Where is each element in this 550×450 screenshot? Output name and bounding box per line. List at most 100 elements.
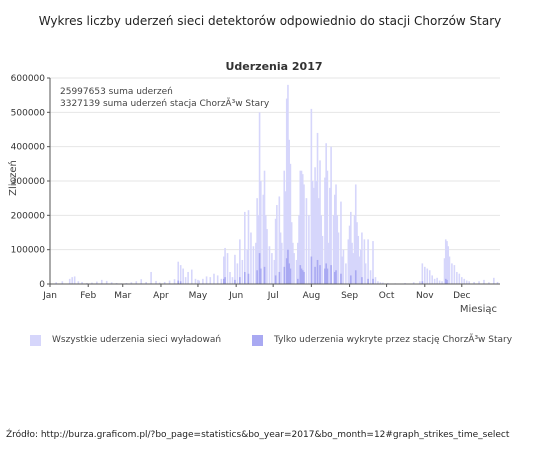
bar-all-strikes — [216, 275, 219, 284]
bar-all-strikes — [271, 253, 273, 284]
bar-station-strikes — [287, 249, 289, 284]
bar-all-strikes — [451, 263, 453, 284]
page-title: Wykres liczby uderzeń sieci detektorów o… — [38, 14, 502, 28]
bar-all-strikes — [330, 146, 332, 284]
bar-all-strikes — [184, 277, 187, 284]
bar-all-strikes — [431, 275, 433, 284]
bar-station-strikes — [361, 277, 363, 284]
bar-all-strikes — [236, 263, 239, 284]
bar-all-strikes — [77, 281, 80, 284]
bar-station-strikes — [285, 258, 288, 284]
bar-all-strikes — [145, 281, 147, 284]
bar-station-strikes — [243, 271, 246, 284]
bar-all-strikes — [341, 256, 343, 284]
bar-station-strikes — [297, 278, 299, 284]
bar-all-strikes — [279, 232, 282, 284]
bar-all-strikes — [255, 242, 257, 284]
bar-all-strikes — [348, 225, 351, 284]
x-tick-label: May — [189, 291, 208, 301]
bar-all-strikes — [96, 281, 98, 284]
bar-all-strikes — [311, 181, 314, 284]
bar-all-strikes — [308, 215, 310, 284]
bar-all-strikes — [325, 143, 327, 284]
bar-all-strikes — [327, 242, 330, 284]
x-tick-label: Jul — [267, 291, 279, 301]
x-axis-label: Miesiąc — [460, 304, 497, 315]
bar-all-strikes — [202, 278, 204, 284]
bar-all-strikes — [68, 278, 71, 284]
y-tick-label: 200000 — [11, 211, 46, 221]
bar-station-strikes — [263, 266, 266, 284]
bar-all-strikes — [336, 215, 339, 284]
bar-station-strikes — [314, 266, 316, 284]
x-axis-ticks: Jan Feb Mar Apr May Jun Jul Aug Sep Oct Nov Dec — [42, 284, 471, 301]
bar-all-strikes — [276, 205, 278, 284]
bar-all-strikes — [198, 280, 200, 284]
bar-all-strikes — [359, 249, 362, 284]
bar-station-strikes — [372, 278, 374, 284]
bar-all-strikes — [345, 263, 347, 284]
x-tick-label: Aug — [303, 291, 321, 301]
x-tick-label: Oct — [379, 291, 395, 301]
bar-all-strikes — [194, 278, 197, 284]
bar-all-strikes — [241, 259, 244, 284]
bar-all-strikes — [179, 265, 182, 284]
bar-all-strikes — [463, 278, 466, 284]
bar-all-strikes — [61, 281, 64, 284]
bar-all-strikes — [333, 194, 336, 284]
bar-all-strikes — [289, 163, 292, 284]
x-tick-label: Apr — [153, 291, 169, 301]
bar-all-strikes — [55, 282, 57, 284]
y-tick-label: 0 — [39, 280, 45, 290]
bar-all-strikes — [456, 271, 458, 284]
bar-station-strikes — [289, 268, 292, 284]
annotation-total: 25997653 suma uderzeń — [60, 87, 173, 97]
chart: Uderzenia 2017 0 100000 200000 300000 400000… — [7, 60, 500, 315]
y-tick-label: 500000 — [11, 108, 46, 118]
series-station-strikes — [177, 249, 448, 284]
bar-all-strikes — [226, 253, 229, 284]
bar-station-strikes — [258, 253, 261, 284]
bar-all-strikes — [321, 235, 324, 284]
bar-all-strikes — [352, 253, 355, 284]
bar-all-strikes — [361, 232, 363, 284]
bar-all-strikes — [374, 277, 377, 284]
y-tick-label: 600000 — [11, 74, 46, 84]
bar-all-strikes — [135, 281, 138, 284]
bar-station-strikes — [301, 270, 304, 284]
y-tick-label: 100000 — [11, 246, 46, 256]
bar-all-strikes — [496, 281, 499, 284]
bar-all-strikes — [363, 239, 366, 284]
bar-all-strikes — [263, 170, 266, 284]
bar-all-strikes — [262, 194, 265, 284]
bar-station-strikes — [278, 271, 281, 284]
bar-station-strikes — [325, 263, 327, 284]
bar-all-strikes — [351, 242, 353, 284]
bar-station-strikes — [283, 266, 286, 284]
bar-all-strikes — [347, 239, 350, 284]
bar-all-strikes — [412, 282, 415, 284]
bar-all-strikes — [460, 277, 463, 284]
bar-station-strikes — [234, 279, 236, 284]
bar-all-strikes — [258, 112, 261, 284]
bar-all-strikes — [190, 269, 193, 284]
bar-all-strikes — [488, 282, 490, 284]
bar-all-strikes — [329, 187, 331, 284]
y-tick-label: 400000 — [11, 143, 46, 153]
bar-all-strikes — [163, 281, 166, 284]
bar-all-strikes — [205, 276, 208, 284]
bar-all-strikes — [364, 263, 367, 284]
bar-all-strikes — [483, 279, 485, 284]
bar-all-strikes — [239, 239, 241, 284]
bar-station-strikes — [179, 281, 182, 284]
bar-all-strikes — [256, 198, 258, 284]
bar-all-strikes — [290, 222, 293, 284]
legend-swatch-all — [30, 335, 41, 346]
bar-station-strikes — [224, 277, 226, 284]
x-tick-label: Jan — [42, 291, 57, 301]
bar-all-strikes — [213, 273, 215, 284]
bar-station-strikes — [350, 275, 352, 284]
bar-all-strikes — [220, 278, 223, 284]
bar-station-strikes — [319, 265, 321, 284]
bar-all-strikes — [299, 170, 302, 284]
